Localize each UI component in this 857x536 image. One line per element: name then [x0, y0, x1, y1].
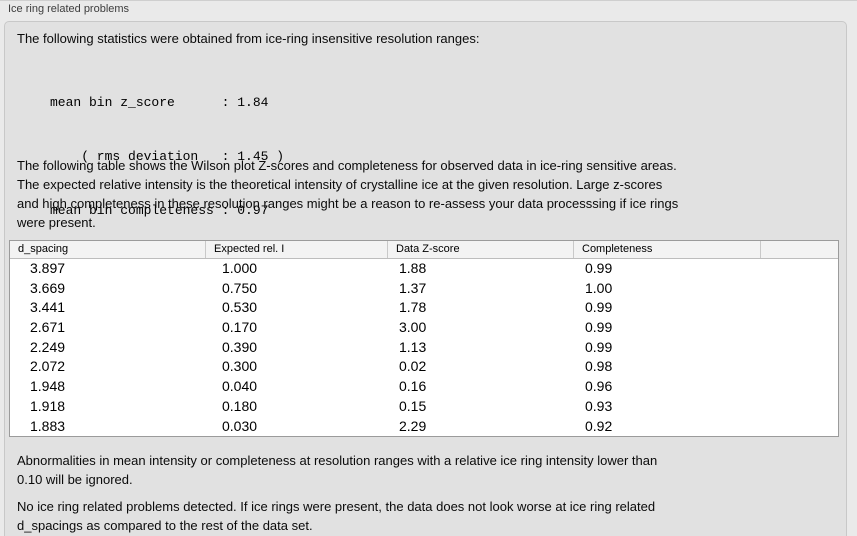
table-header-row: d_spacing Expected rel. I Data Z-score C… — [10, 241, 838, 259]
table-cell: 0.300 — [222, 358, 258, 375]
table-cell — [760, 338, 838, 358]
description-line: The expected relative intensity is the t… — [17, 177, 663, 192]
table-cell — [760, 298, 838, 318]
table-cell: 0.96 — [585, 378, 613, 395]
note-paragraph: Abnormalities in mean intensity or compl… — [17, 451, 657, 489]
table-cell: 0.99 — [585, 338, 613, 355]
table-row[interactable]: 3.441 0.530 1.78 0.99 — [10, 298, 838, 318]
stats-line: mean bin completeness : 0.97 — [50, 203, 269, 218]
table-cell: 3.897 — [30, 260, 66, 276]
table-cell: 0.180 — [222, 397, 258, 414]
table-cell: 1.78 — [399, 299, 427, 316]
table-row[interactable]: 1.883 0.030 2.29 0.92 — [10, 417, 838, 437]
table-cell: 0.98 — [585, 358, 613, 375]
table-cell: 1.948 — [30, 378, 66, 395]
table-cell: 2.072 — [30, 358, 66, 375]
table-cell — [760, 397, 838, 417]
conclusion-line: No ice ring related problems detected. I… — [17, 499, 656, 514]
table-cell: 0.92 — [585, 417, 613, 434]
table-cell — [760, 417, 838, 437]
table-cell: 0.99 — [585, 319, 613, 336]
group-box-title: Ice ring related problems — [8, 3, 130, 15]
table-row[interactable]: 1.918 0.180 0.15 0.93 — [10, 397, 838, 417]
table-cell: 2.671 — [30, 319, 66, 336]
table-cell — [760, 357, 838, 377]
column-header-data-z-score[interactable]: Data Z-score — [387, 241, 573, 258]
column-header-expected-rel-i[interactable]: Expected rel. I — [205, 241, 387, 258]
note-line: Abnormalities in mean intensity or compl… — [17, 453, 658, 468]
note-line: 0.10 will be ignored. — [17, 472, 133, 487]
conclusion-line: d_spacings as compared to the rest of th… — [17, 518, 313, 533]
table-cell: 0.170 — [222, 319, 258, 336]
table-cell: 0.040 — [222, 378, 258, 395]
table-cell — [760, 259, 838, 279]
table-description: The following table shows the Wilson plo… — [17, 156, 678, 232]
ice-ring-table[interactable]: d_spacing Expected rel. I Data Z-score C… — [9, 240, 839, 437]
conclusion-paragraph: No ice ring related problems detected. I… — [17, 497, 655, 535]
column-header-d-spacing[interactable]: d_spacing — [18, 243, 69, 255]
description-line: The following table shows the Wilson plo… — [17, 158, 677, 173]
table-cell: 1.883 — [30, 417, 66, 434]
table-cell: 1.918 — [30, 397, 66, 414]
table-cell: 0.02 — [399, 358, 427, 375]
table-cell: 3.441 — [30, 299, 66, 316]
table-cell — [760, 279, 838, 299]
table-row[interactable]: 2.072 0.300 0.02 0.98 — [10, 357, 838, 377]
table-row[interactable]: 2.671 0.170 3.00 0.99 — [10, 318, 838, 338]
table-cell: 1.000 — [222, 260, 258, 276]
table-cell: 1.37 — [399, 279, 427, 296]
table-cell: 0.530 — [222, 299, 258, 316]
intro-paragraph: The following statistics were obtained f… — [17, 31, 480, 46]
stats-line: mean bin z_score : 1.84 — [50, 95, 269, 110]
table-cell — [760, 318, 838, 338]
table-cell: 0.750 — [222, 279, 258, 296]
table-cell: 1.13 — [399, 338, 427, 355]
table-cell: 2.249 — [30, 338, 66, 355]
table-body: 3.897 1.000 1.88 0.99 3.669 0.750 1.37 1.00 3.44… — [10, 259, 838, 436]
stats-line: ( rms deviation : 1.45 ) — [50, 149, 285, 164]
column-header-empty[interactable] — [760, 241, 838, 258]
column-header-completeness[interactable]: Completeness — [573, 241, 760, 258]
table-cell: 0.390 — [222, 338, 258, 355]
table-row[interactable]: 3.897 1.000 1.88 0.99 — [10, 259, 838, 279]
table-cell: 0.030 — [222, 417, 258, 434]
table-cell: 0.16 — [399, 378, 427, 395]
table-cell — [760, 377, 838, 397]
table-row[interactable]: 3.669 0.750 1.37 1.00 — [10, 279, 838, 299]
description-line: were present. — [17, 215, 96, 230]
table-cell: 1.88 — [399, 260, 427, 276]
table-cell: 1.00 — [585, 279, 613, 296]
table-cell: 0.93 — [585, 397, 613, 414]
top-divider — [0, 0, 857, 1]
table-row[interactable]: 2.249 0.390 1.13 0.99 — [10, 338, 838, 358]
table-cell: 3.669 — [30, 279, 66, 296]
table-cell: 3.00 — [399, 319, 427, 336]
table-cell: 0.15 — [399, 397, 427, 414]
table-cell: 2.29 — [399, 417, 427, 434]
table-row[interactable]: 1.948 0.040 0.16 0.96 — [10, 377, 838, 397]
group-box: The following statistics were obtained f… — [4, 21, 847, 536]
description-line: and high completeness in these resolutio… — [17, 196, 679, 211]
table-cell: 0.99 — [585, 260, 613, 276]
table-cell: 0.99 — [585, 299, 613, 316]
